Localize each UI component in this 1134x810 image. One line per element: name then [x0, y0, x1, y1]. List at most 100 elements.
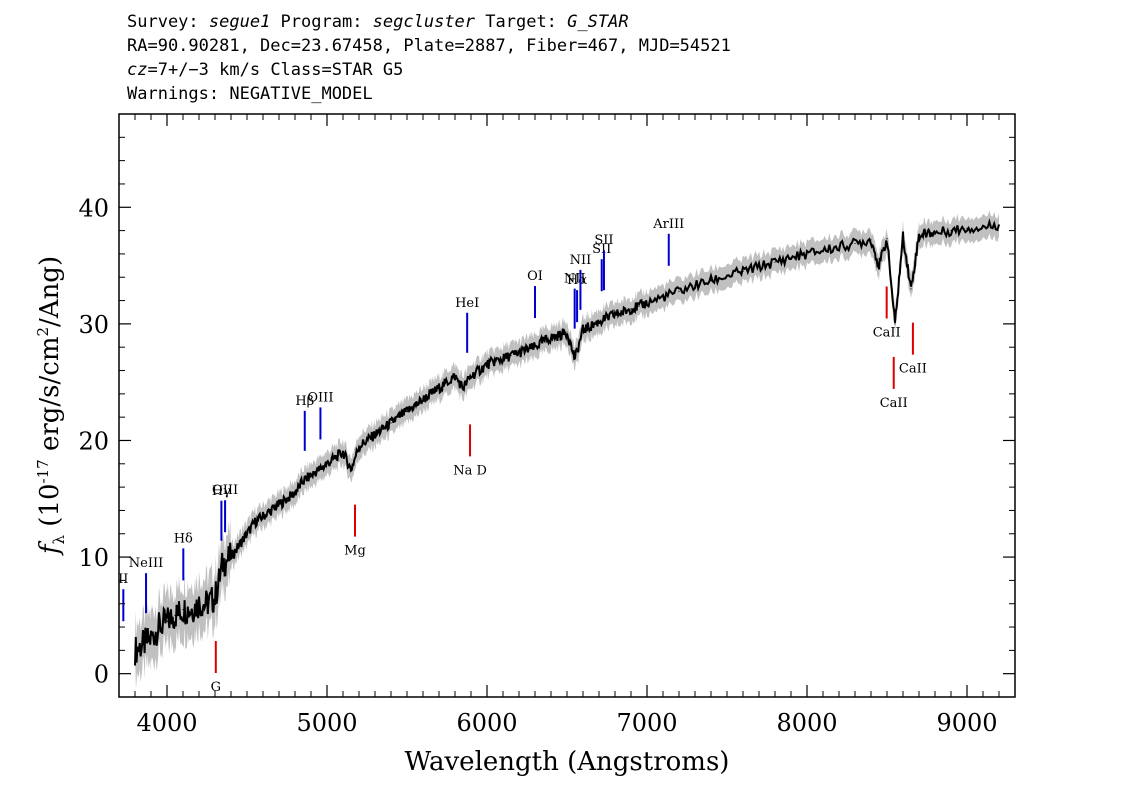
- axis-ticks: 4000 5000 6000 7000 8000 9000 0 10 20 30 40: [78, 113, 1016, 737]
- spectrum-point: [790, 256, 792, 259]
- spectrum-point: [558, 334, 560, 337]
- spectrum-point: [526, 348, 528, 351]
- spectrum-point: [590, 325, 592, 327]
- spectrum-point: [694, 284, 696, 287]
- spectrum-point: [254, 521, 256, 523]
- spectrum-point: [438, 387, 440, 389]
- emission-line-label: OI: [527, 269, 543, 284]
- header-line-warnings: Warnings: NEGATIVE_MODEL: [127, 84, 373, 104]
- spectrum-point: [230, 556, 232, 558]
- spectrum-point: [414, 404, 416, 407]
- spectrum-point: [726, 275, 728, 277]
- spectrum-point: [934, 232, 936, 234]
- x-tick-label: 8000: [776, 709, 837, 737]
- spectrum-point: [382, 428, 384, 430]
- spectrum-point: [550, 337, 552, 339]
- spectrum-point: [542, 340, 544, 342]
- spectrum-point: [342, 451, 344, 453]
- spectrum-point: [326, 463, 328, 465]
- spectrum-point: [918, 234, 920, 236]
- spectrum-point: [206, 603, 208, 605]
- spectrum-point: [302, 480, 304, 482]
- spectrum-point: [214, 597, 216, 599]
- spectrum-point: [838, 246, 840, 248]
- spectrum-point: [350, 469, 352, 471]
- program-value: segcluster: [372, 12, 476, 32]
- spectrum-point: [430, 393, 432, 395]
- spectrum-point: [742, 270, 744, 273]
- emission-line-label: Hδ: [174, 531, 193, 546]
- spectrum-point: [646, 302, 648, 304]
- spectrum-point: [638, 305, 640, 307]
- spectrum-point: [614, 313, 616, 316]
- spectrum-point: [462, 387, 464, 389]
- survey-value: segue1: [208, 12, 271, 32]
- spectrum-point: [262, 515, 264, 517]
- emission-line-label: SII: [594, 233, 613, 248]
- emission-line-label: ArIII: [652, 217, 684, 232]
- spectrum-point: [494, 360, 496, 362]
- absorption-line-label: Mg: [344, 544, 366, 559]
- y-tick-label: 40: [78, 194, 109, 222]
- spectrum-point: [318, 469, 320, 471]
- x-tick-label: 6000: [456, 709, 517, 737]
- header-line-redshift: cz=7+/−3 km/s Class=STAR G5: [127, 60, 404, 80]
- y-tick-label: 0: [94, 661, 109, 689]
- spectrum-point: [510, 354, 512, 356]
- spectrum-point: [662, 296, 664, 298]
- target-value: G_STAR: [567, 12, 629, 32]
- absorption-line-label: Na D: [453, 463, 487, 478]
- emission-line-label: NeIII: [129, 556, 163, 571]
- x-tick-label: 9000: [936, 709, 997, 737]
- spectrum-point: [470, 375, 472, 377]
- y-tick-label: 10: [78, 544, 109, 572]
- spectrum-point: [358, 445, 360, 447]
- y-tick-label: 30: [78, 311, 109, 339]
- header-line-survey: Survey: segue1 Program: segcluster Targe…: [127, 12, 629, 32]
- spectrum-point: [174, 614, 176, 616]
- spectrum-point: [142, 643, 144, 646]
- spectrum-line: [134, 218, 1000, 666]
- spectrum-point: [894, 323, 896, 325]
- spectrum-point: [454, 375, 456, 377]
- spectrum-point: [390, 422, 392, 424]
- y-axis-title: fλ (10-17 erg/s/cm2/Ang): [34, 256, 68, 556]
- spectrum-series: [134, 218, 1000, 666]
- absorption-line-label: CaII: [899, 362, 927, 377]
- absorption-line-label: CaII: [880, 396, 908, 411]
- spectrum-point: [622, 311, 624, 313]
- spectrum-point: [710, 280, 712, 282]
- header-line-coords: RA=90.90281, Dec=23.67458, Plate=2887, F…: [127, 36, 731, 56]
- spectrum-point: [486, 364, 488, 366]
- x-tick-label: 7000: [616, 709, 677, 737]
- emission-line-label: NII: [570, 253, 592, 268]
- spectrum-point: [950, 230, 952, 232]
- spectrum-point: [182, 608, 184, 611]
- spectrum-point: [678, 290, 680, 292]
- absorption-line-label: G: [211, 680, 221, 695]
- spectrum-point: [270, 509, 272, 512]
- spectrum-point: [334, 457, 336, 459]
- spectrum-point: [422, 399, 424, 401]
- spectrum-point: [806, 253, 808, 255]
- spectrum-point: [630, 308, 632, 310]
- spectrum-point: [774, 261, 776, 263]
- emission-line-label: OIII: [307, 390, 333, 405]
- spectrum-header: Survey: segue1 Program: segcluster Targe…: [127, 10, 731, 106]
- emission-line-label: II: [118, 572, 128, 587]
- y-tick-label: 20: [78, 427, 109, 455]
- spectrum-point: [246, 533, 248, 535]
- spectrum-point: [150, 638, 152, 640]
- spectrum-point: [222, 562, 224, 564]
- spectrum-point: [982, 226, 984, 228]
- absorption-line-label: CaII: [873, 325, 901, 340]
- spectrum-point: [166, 620, 168, 622]
- spectrum-point: [886, 238, 888, 240]
- spectrum-point: [878, 264, 880, 267]
- spectrum-point: [534, 346, 536, 348]
- spectrum-point: [278, 504, 280, 506]
- spectrum-point: [926, 232, 928, 234]
- spectrum-point: [478, 369, 480, 372]
